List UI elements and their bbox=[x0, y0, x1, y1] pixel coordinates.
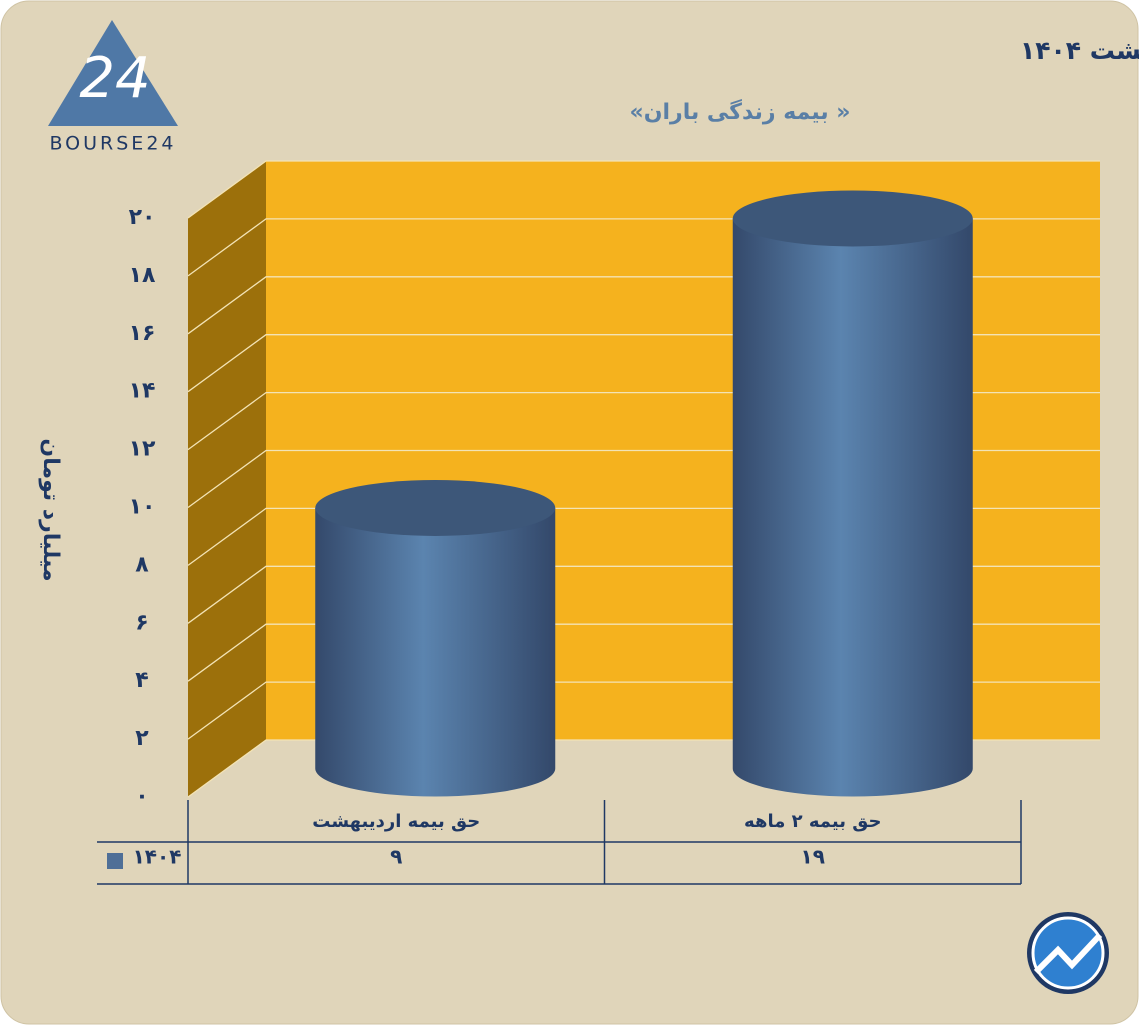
icon-arrow bbox=[1033, 932, 1103, 975]
y-tick-label: ۱۶ bbox=[129, 321, 156, 346]
logo: 24 BOURSE24 bbox=[48, 20, 178, 155]
x-tick-label: حق بیمه ۲ ماهه bbox=[744, 811, 881, 832]
y-tick-label: ۱۸ bbox=[129, 263, 156, 288]
bar bbox=[732, 218, 973, 797]
chart-subtitle: « بیمه زندگی باران» bbox=[630, 98, 851, 125]
y-tick-label: ۲۰ bbox=[129, 205, 156, 230]
y-axis-label: میلیارد تومان bbox=[38, 438, 63, 581]
chart-title: اطلاعات ۲ ماهه منتهی به اردیبهشت ۱۴۰۴ bbox=[1020, 36, 1139, 66]
legend-label: ۱۴۰۴ bbox=[133, 845, 182, 869]
y-tick-label: ۱۰ bbox=[129, 495, 156, 520]
bar-top bbox=[732, 190, 973, 247]
y-tick-label: ۰ bbox=[135, 784, 148, 809]
x-tick-label: حق بیمه اردیبهشت bbox=[312, 811, 480, 832]
y-tick-label: ۴ bbox=[135, 668, 148, 693]
legend-swatch bbox=[107, 853, 123, 869]
logo-triangle bbox=[48, 20, 178, 126]
bar bbox=[315, 507, 556, 797]
value-label: ۹ bbox=[390, 845, 402, 869]
value-label: ۱۹ bbox=[801, 845, 825, 869]
bar-top bbox=[315, 479, 556, 536]
icon-disc bbox=[1031, 916, 1105, 990]
logo-name: BOURSE24 bbox=[49, 133, 176, 155]
grid-line bbox=[187, 160, 1100, 219]
y-tick-label: ۲ bbox=[135, 726, 149, 751]
y-tick-label: ۸ bbox=[135, 552, 149, 577]
y-tick-label: ۱۴ bbox=[129, 379, 156, 404]
y-tick-label: ۱۲ bbox=[129, 437, 156, 462]
icon bbox=[1027, 912, 1109, 994]
logo-mark: 24 bbox=[79, 46, 150, 111]
y-tick-label: ۶ bbox=[135, 610, 148, 635]
